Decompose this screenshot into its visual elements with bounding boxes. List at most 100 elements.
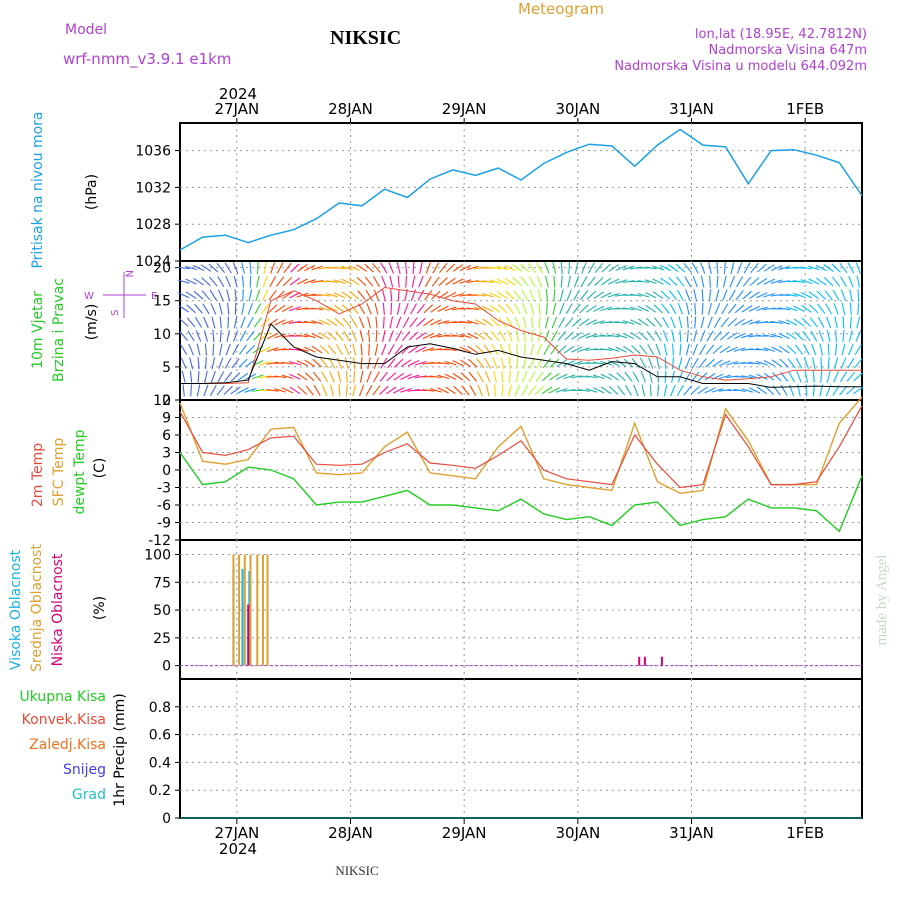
wind-arrow	[460, 372, 471, 382]
precip-label-zaledj: Zaledj.Kisa	[29, 737, 106, 753]
wind-arrow	[531, 316, 534, 329]
wind-arrow	[374, 302, 379, 315]
wind-arrow	[676, 289, 684, 301]
wind-arrow	[445, 386, 456, 395]
wind-arrow	[661, 303, 670, 314]
wind-arrow	[652, 278, 664, 285]
wind-arrow	[659, 264, 672, 272]
wind-arrow	[254, 303, 262, 315]
wind-arrow	[232, 262, 239, 274]
wind-arrow	[281, 361, 294, 365]
wind-arrow	[489, 266, 502, 270]
wind-arrow	[185, 265, 198, 271]
wind-arrow	[474, 266, 487, 270]
wind-arrow	[499, 330, 506, 342]
wind-arrow	[297, 264, 308, 272]
wind-arrow	[685, 302, 690, 315]
wind-arrow	[329, 370, 335, 383]
wind-arrow	[625, 384, 632, 396]
wind-arrow	[833, 371, 839, 383]
wind-arrow	[237, 387, 249, 394]
wind-arrow	[209, 276, 218, 287]
wind-arrow	[388, 262, 395, 274]
wind-arrow	[624, 371, 633, 382]
wind-arrow	[593, 291, 605, 300]
wind-arrow	[194, 303, 203, 314]
wind-arrow	[477, 384, 483, 397]
wind-arrow	[275, 276, 285, 287]
bottom-date-label: 30JAN	[555, 824, 600, 842]
wind-arrow	[407, 374, 420, 380]
wind-arrow	[529, 357, 535, 370]
wind-arrow	[741, 388, 753, 393]
wind-arrow	[551, 316, 558, 329]
precip-label-ukupna: Ukupna Kisa	[19, 689, 106, 705]
wind-arrow	[233, 275, 238, 288]
wind-arrow	[325, 280, 338, 283]
wind-arrow	[756, 373, 768, 380]
wind-arrow	[491, 344, 499, 356]
wind-arrow	[496, 265, 509, 271]
wind-arrow	[849, 302, 852, 315]
wind-arrow	[530, 343, 535, 356]
wind-arrow	[570, 375, 583, 379]
wind-arrow	[397, 289, 400, 302]
wind-arrow	[592, 374, 605, 380]
wind-arrow	[353, 370, 356, 383]
wind-arrow	[489, 304, 501, 313]
wind-arrow	[544, 262, 550, 274]
wind-arrow	[269, 276, 277, 288]
wind-arrow	[504, 277, 516, 286]
wind-arrow	[660, 290, 671, 300]
wind-arrow	[260, 332, 271, 340]
wind-arrow	[393, 387, 405, 394]
wind-arrow	[177, 266, 190, 270]
wind-arrow	[423, 318, 434, 327]
wind-arrow	[662, 330, 669, 342]
wind-arrow	[520, 276, 529, 287]
wind-arrow	[742, 276, 752, 287]
wind-arrow	[652, 265, 665, 271]
wind-arrow	[545, 289, 548, 302]
wind-arrow	[678, 357, 683, 370]
wind-arrow	[410, 303, 417, 315]
wind-arrow	[251, 388, 264, 392]
wind-arrow	[474, 332, 486, 340]
wind-arrow	[785, 319, 798, 326]
wind-arrow	[608, 372, 619, 381]
wind-arrow	[423, 304, 434, 314]
wind-arrow	[812, 357, 816, 370]
wind-arrow	[638, 318, 649, 327]
wind-arrow	[825, 303, 832, 315]
y-tick-label: 1028	[135, 217, 171, 233]
wind-arrow	[237, 372, 249, 381]
wind-arrow	[827, 357, 830, 370]
y-tick-label: 5	[162, 360, 171, 376]
wind-arrow	[245, 359, 256, 368]
wind-arrow	[778, 320, 791, 325]
wind-arrow	[601, 263, 612, 273]
wind-arrow	[849, 316, 852, 329]
wind-arrow	[424, 290, 433, 301]
wind-arrow	[567, 275, 572, 288]
wind-arrow	[186, 304, 196, 314]
wind-arrow	[856, 275, 861, 288]
wind-arrow	[205, 357, 207, 370]
wind-arrow	[832, 289, 840, 301]
wind-arrow	[305, 385, 314, 396]
wind-arrow	[536, 275, 543, 288]
wind-arrow	[705, 344, 715, 355]
wind-arrow	[389, 316, 394, 329]
wind-arrow	[630, 332, 642, 340]
wind-arrow	[452, 373, 464, 381]
wind-arrow	[296, 373, 308, 381]
wind-arrow	[178, 317, 189, 327]
wind-arrow	[438, 277, 448, 287]
wind-arrow	[431, 276, 440, 287]
wind-arrow	[393, 358, 404, 368]
wind-arrow	[197, 357, 200, 370]
wind-arrow	[390, 302, 393, 315]
wind-arrow	[608, 264, 619, 272]
wind-arrow	[303, 333, 316, 339]
